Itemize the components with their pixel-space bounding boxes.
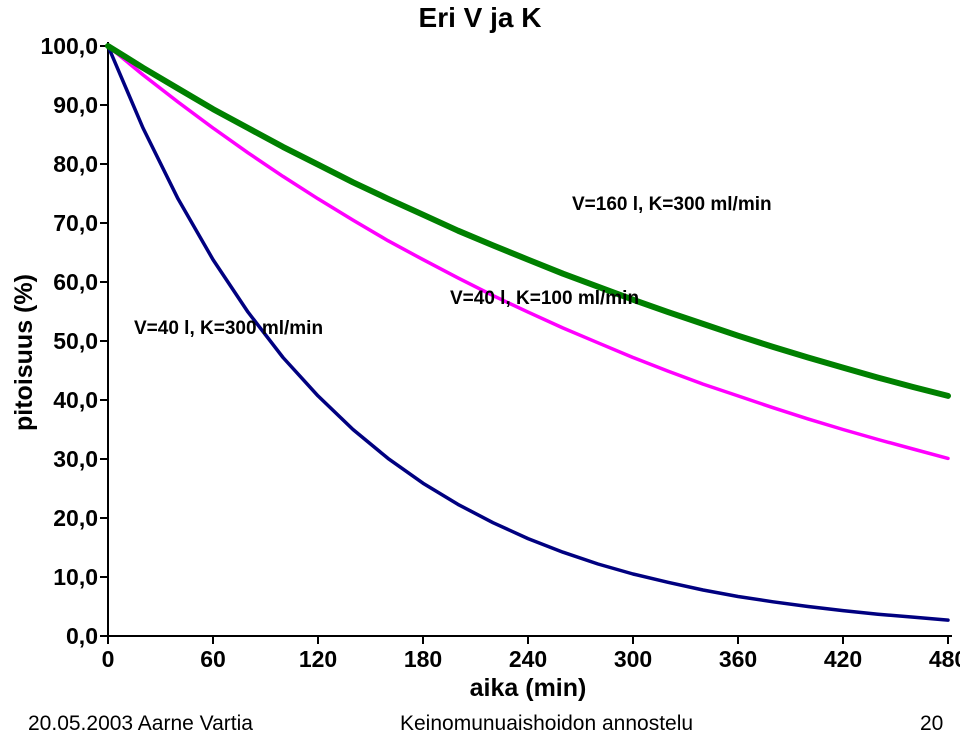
x-tick-label: 360 <box>708 646 768 673</box>
series-label: V=160 l, K=300 ml/min <box>572 194 772 216</box>
x-tick-label: 0 <box>78 646 138 673</box>
y-tick-label: 100,0 <box>40 33 98 60</box>
y-tick-label: 30,0 <box>40 446 98 473</box>
y-tick-label: 70,0 <box>40 210 98 237</box>
x-tick-label: 420 <box>813 646 873 673</box>
y-tick-label: 50,0 <box>40 328 98 355</box>
y-tick-label: 20,0 <box>40 505 98 532</box>
y-tick-label: 10,0 <box>40 564 98 591</box>
x-tick-label: 120 <box>288 646 348 673</box>
y-tick-label: 80,0 <box>40 151 98 178</box>
series-line <box>108 46 948 396</box>
chart-container: Eri V ja K pitoisuus (%) aika (min) 20.0… <box>0 0 960 741</box>
y-tick-label: 90,0 <box>40 92 98 119</box>
y-tick-label: 0,0 <box>40 623 98 650</box>
x-tick-label: 300 <box>603 646 663 673</box>
chart-svg <box>0 0 960 741</box>
x-tick-label: 240 <box>498 646 558 673</box>
y-tick-label: 40,0 <box>40 387 98 414</box>
series-label: V=40 l, K=300 ml/min <box>134 318 323 340</box>
x-tick-label: 180 <box>393 646 453 673</box>
x-tick-label: 60 <box>183 646 243 673</box>
series-label: V=40 l, K=100 ml/min <box>450 288 639 310</box>
x-tick-label: 480 <box>918 646 960 673</box>
series-line <box>108 46 948 458</box>
y-tick-label: 60,0 <box>40 269 98 296</box>
